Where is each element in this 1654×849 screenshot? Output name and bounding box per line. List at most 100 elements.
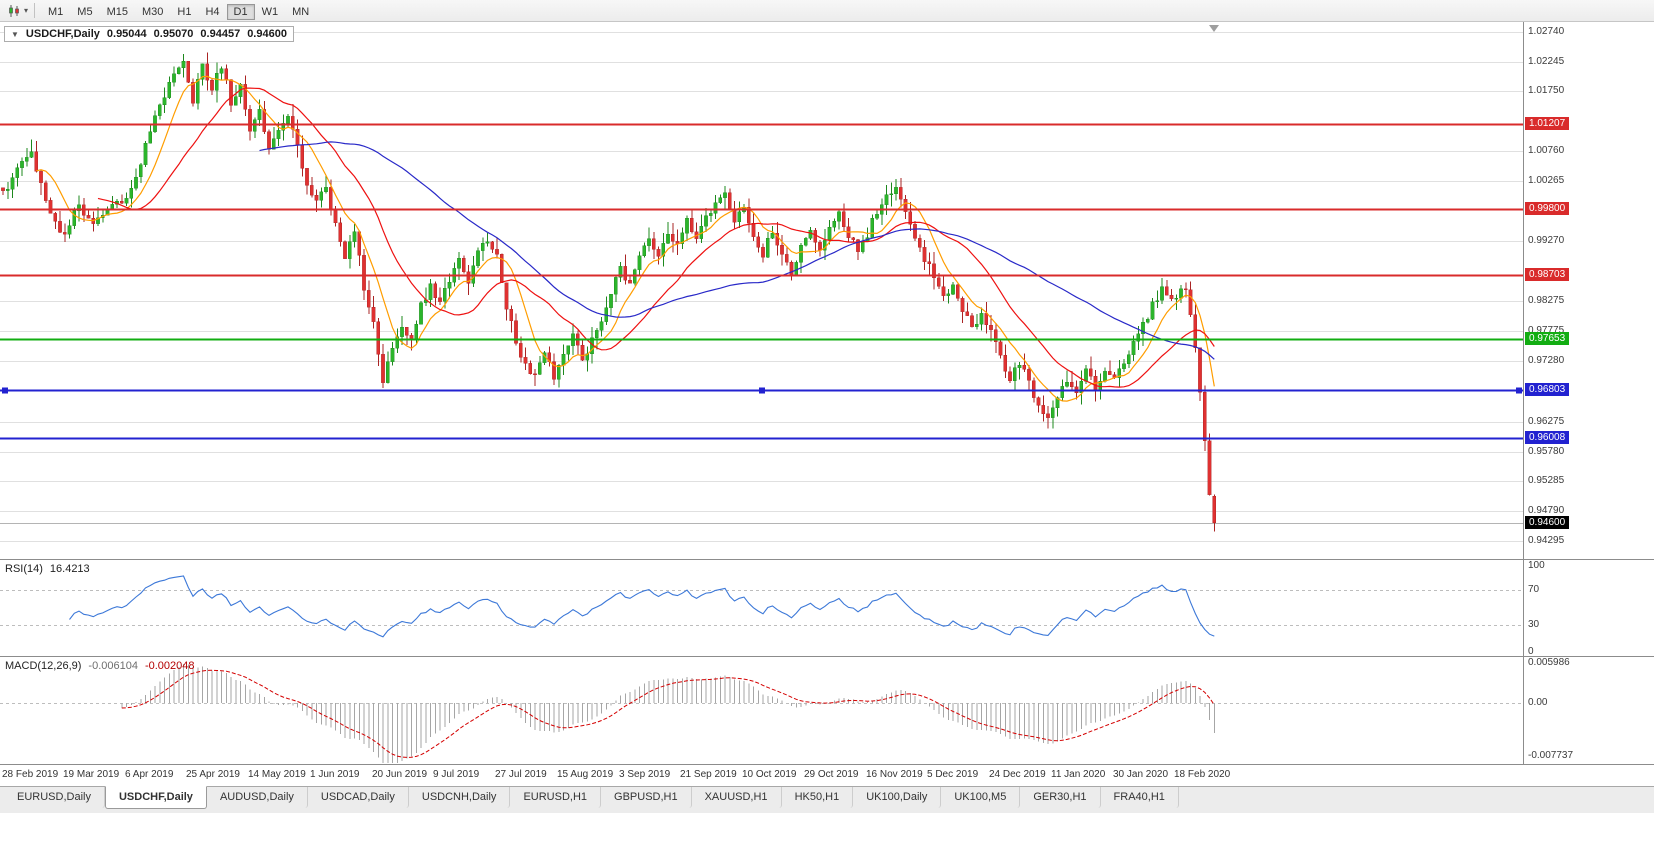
price-axis-label: 1.01750 — [1528, 85, 1565, 96]
date-axis-label: 3 Sep 2019 — [619, 769, 671, 780]
window-bottom-strip — [0, 813, 1654, 849]
price-axis-label: 1.00265 — [1528, 175, 1565, 186]
rsi-axis-label: 70 — [1528, 584, 1540, 595]
date-axis-label: 9 Jul 2019 — [433, 769, 480, 780]
price-axis-label: 0.96275 — [1528, 416, 1565, 427]
toolbar-separator — [34, 3, 36, 18]
timeframe-button-h1[interactable]: H1 — [177, 5, 192, 18]
date-axis-label: 6 Apr 2019 — [125, 769, 174, 780]
date-axis-label: 25 Apr 2019 — [186, 769, 240, 780]
line-selection-handle[interactable] — [1516, 387, 1522, 394]
price-axis-label: 0.97775 — [1528, 325, 1565, 336]
close-value: 0.94600 — [247, 28, 287, 40]
date-axis-label: 29 Oct 2019 — [804, 769, 859, 780]
chart-tab-audusd-daily[interactable]: AUDUSD,Daily — [207, 787, 308, 808]
chart-type-dropdown-caret[interactable]: ▾ — [24, 5, 29, 15]
chart-tab-uk100-m5[interactable]: UK100,M5 — [941, 787, 1021, 808]
candlestick-chart-glyph — [9, 4, 19, 17]
price-axis-label: 0.95285 — [1528, 475, 1565, 486]
price-chart-panel: ▼ USDCHF,Daily 0.95044 0.95070 0.94457 0… — [0, 22, 1654, 560]
chart-tab-usdchf-daily[interactable]: USDCHF,Daily — [104, 786, 207, 809]
macd-axis-label: -0.007737 — [1528, 750, 1574, 761]
date-axis-label: 19 Mar 2019 — [63, 769, 120, 780]
collapse-icon[interactable]: ▼ — [11, 29, 19, 39]
rsi-scale[interactable]: 100 70 30 0 — [1523, 560, 1654, 657]
current-price-tag: 0.94600 — [1525, 516, 1570, 529]
chart-tab-hk50-h1[interactable]: HK50,H1 — [782, 787, 854, 808]
price-axis-label: 0.99270 — [1528, 235, 1565, 246]
rsi-indicator-label: RSI(14) 16.4213 — [5, 563, 90, 575]
timeframe-button-group: M1 M5 M15 M30 H1 H4 D1 W1 MN — [41, 2, 316, 20]
rsi-axis-label: 0 — [1528, 646, 1534, 657]
macd-panel: MACD(12,26,9) -0.006104 -0.002048 0.0059… — [0, 657, 1654, 765]
timeframe-button-m15[interactable]: M15 — [106, 5, 128, 18]
price-axis-label: 1.02740 — [1528, 26, 1565, 37]
date-axis-label: 24 Dec 2019 — [989, 769, 1046, 780]
ma-8-line — [36, 75, 1215, 402]
macd-signal-line — [121, 669, 1215, 758]
hline-price-tag: 0.97653 — [1525, 332, 1570, 345]
chart-tab-gbpusd-h1[interactable]: GBPUSD,H1 — [601, 787, 692, 808]
price-axis-label: 1.00760 — [1528, 145, 1565, 156]
time-scale[interactable]: 28 Feb 2019 19 Mar 2019 6 Apr 2019 25 Apr 2… — [0, 765, 1654, 786]
timeframe-button-m1[interactable]: M1 — [48, 5, 64, 18]
rsi-chart-svg — [0, 575, 1524, 638]
high-value: 0.95070 — [153, 28, 194, 40]
macd-name: MACD(12,26,9) — [5, 660, 82, 672]
timeframe-button-mn[interactable]: MN — [292, 5, 310, 18]
price-axis-label: 0.98275 — [1528, 295, 1565, 306]
low-value: 0.94457 — [200, 28, 241, 40]
chart-tab-xauusd-h1[interactable]: XAUUSD,H1 — [692, 787, 782, 808]
rsi-line — [69, 575, 1215, 638]
date-axis-label: 30 Jan 2020 — [1113, 769, 1169, 780]
toolbar: ▾ M1 M5 M15 M30 H1 H4 D1 W1 MN — [0, 0, 1654, 22]
chart-tab-uk100-daily[interactable]: UK100,Daily — [853, 787, 942, 808]
line-selection-handle[interactable] — [2, 387, 8, 394]
macd-axis-label: 0.00 — [1528, 697, 1548, 708]
rsi-panel: RSI(14) 16.4213 100 70 30 0 — [0, 560, 1654, 657]
macd-chart-svg — [0, 664, 1524, 763]
chart-tab-eurusd-h1[interactable]: EURUSD,H1 — [510, 787, 602, 808]
date-axis-label: 18 Feb 2020 — [1174, 769, 1231, 780]
macd-axis-label: 0.005986 — [1528, 657, 1570, 668]
date-axis-label: 10 Oct 2019 — [742, 769, 797, 780]
date-axis-label: 20 Jun 2019 — [372, 769, 428, 780]
timeframe-button-d1[interactable]: D1 — [226, 3, 255, 20]
price-scale[interactable]: 1.02740 1.02245 1.01750 1.00760 1.00265 0.992… — [1523, 22, 1654, 559]
main-chart-svg — [0, 32, 1524, 542]
rsi-value: 16.4213 — [49, 563, 90, 575]
line-selection-handle[interactable] — [759, 387, 765, 394]
timeframe-button-m5[interactable]: M5 — [77, 5, 93, 18]
chart-tab-usdcad-daily[interactable]: USDCAD,Daily — [308, 787, 409, 808]
hline-price-tag: 1.01207 — [1525, 117, 1570, 130]
rsi-axis-label: 30 — [1528, 619, 1540, 630]
chart-tab-usdcnh-daily[interactable]: USDCNH,Daily — [409, 787, 511, 808]
open-value: 0.95044 — [106, 28, 147, 40]
macd-histogram — [121, 664, 1215, 763]
chart-tab-fra40-h1[interactable]: FRA40,H1 — [1101, 787, 1179, 808]
chart-tab-ger30-h1[interactable]: GER30,H1 — [1020, 787, 1101, 808]
timeframe-button-w1[interactable]: W1 — [261, 5, 279, 18]
rsi-axis-label: 100 — [1528, 560, 1545, 571]
price-axis-label: 0.94295 — [1528, 535, 1565, 546]
chart-tab-eurusd-daily[interactable]: EURUSD,Daily — [4, 787, 105, 808]
chart-shift-marker[interactable] — [1209, 25, 1219, 32]
date-axis-label: 15 Aug 2019 — [557, 769, 614, 780]
chart-tabs-bar: EURUSD,Daily USDCHF,Daily AUDUSD,Daily USDC… — [0, 786, 1654, 813]
macd-main-value: -0.006104 — [88, 660, 138, 672]
price-axis-label: 0.94790 — [1528, 505, 1565, 516]
rsi-name: RSI(14) — [5, 563, 43, 575]
price-axis-label: 0.95780 — [1528, 446, 1565, 457]
date-axis-label: 5 Dec 2019 — [927, 769, 979, 780]
date-axis-label: 21 Sep 2019 — [680, 769, 737, 780]
timeframe-button-h4[interactable]: H4 — [205, 5, 220, 18]
price-axis-label: 0.97280 — [1528, 355, 1565, 366]
rsi-levels — [0, 590, 1524, 626]
macd-scale[interactable]: 0.005986 0.00 -0.007737 — [1523, 657, 1654, 764]
hline-price-tag: 0.96008 — [1525, 431, 1570, 444]
date-axis-label: 1 Jun 2019 — [310, 769, 360, 780]
symbol-ohlc-info: ▼ USDCHF,Daily 0.95044 0.95070 0.94457 0… — [4, 26, 294, 42]
chart-type-icon[interactable] — [4, 2, 24, 20]
date-axis-label: 28 Feb 2019 — [2, 769, 59, 780]
timeframe-button-m30[interactable]: M30 — [141, 5, 164, 18]
